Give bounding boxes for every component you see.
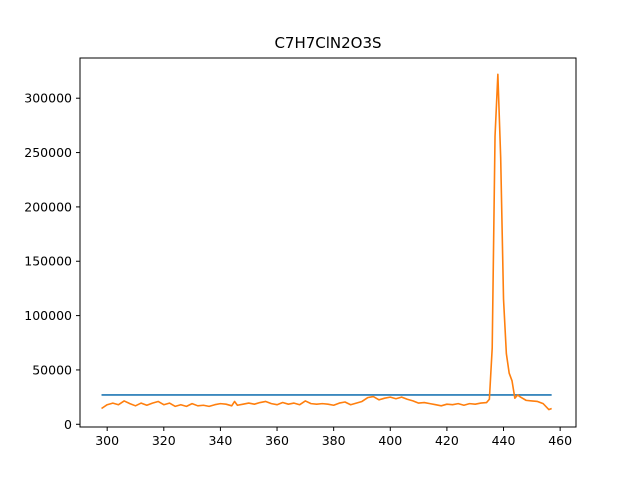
plot-area xyxy=(101,73,552,411)
x-tick-label: 440 xyxy=(492,433,516,448)
y-tick-label: 200000 xyxy=(24,199,72,214)
x-tick-label: 420 xyxy=(435,433,459,448)
y-tick-label: 100000 xyxy=(24,308,72,323)
x-axis: 300 320 340 360 380 400 420 440 460 xyxy=(95,427,572,448)
y-axis: 0 50000 100000 150000 200000 250000 300000 xyxy=(24,91,80,432)
y-tick-label: 250000 xyxy=(24,145,72,160)
x-tick-label: 460 xyxy=(548,433,572,448)
x-tick-label: 360 xyxy=(265,433,289,448)
axes-frame xyxy=(79,57,577,428)
chart-title: C7H7ClN2O3S xyxy=(274,34,381,52)
x-tick-label: 400 xyxy=(378,433,402,448)
x-tick-label: 320 xyxy=(152,433,176,448)
y-tick-label: 150000 xyxy=(24,254,72,269)
series-line-2 xyxy=(101,73,552,411)
x-tick-label: 300 xyxy=(95,433,119,448)
y-tick-label: 0 xyxy=(64,417,72,432)
x-tick-label: 380 xyxy=(322,433,346,448)
y-tick-label: 300000 xyxy=(24,91,72,106)
y-tick-label: 50000 xyxy=(32,362,72,377)
x-tick-label: 340 xyxy=(208,433,232,448)
